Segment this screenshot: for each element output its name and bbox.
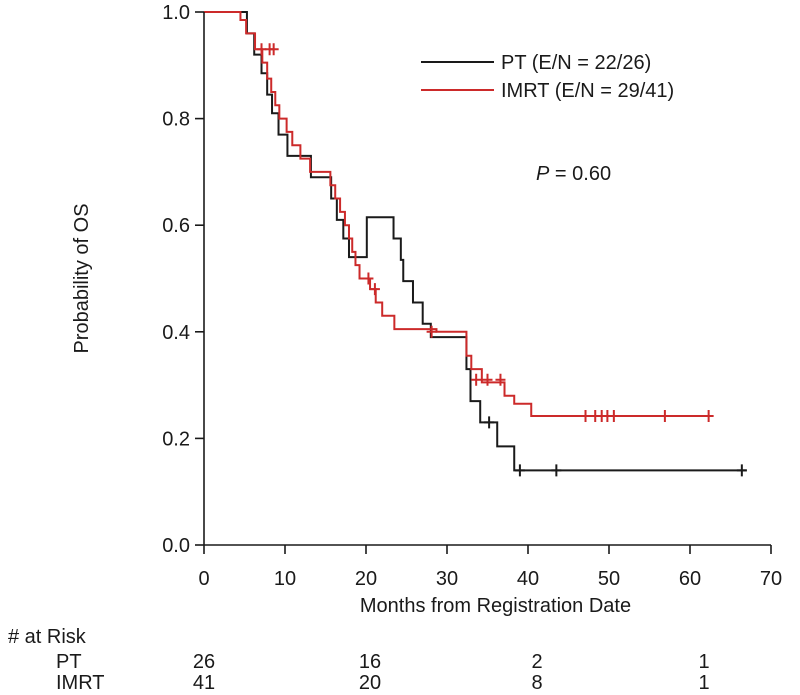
survival-curve-pt bbox=[204, 11, 747, 472]
censor-mark-imrt bbox=[495, 373, 506, 386]
legend-label-imrt: IMRT (E/N = 29/41) bbox=[501, 80, 674, 102]
y-tick-label: 0.0 bbox=[162, 535, 190, 557]
risk-value: 1 bbox=[698, 672, 710, 694]
legend-label-pt: PT (E/N = 22/26) bbox=[501, 52, 651, 74]
censor-mark-imrt bbox=[268, 43, 279, 56]
censor-mark-imrt bbox=[426, 325, 437, 338]
x-tick-label: 60 bbox=[679, 568, 701, 590]
risk-value: 20 bbox=[358, 672, 382, 694]
risk-row-label-imrt: IMRT bbox=[56, 672, 105, 694]
y-axis-title: Probability of OS bbox=[71, 203, 93, 353]
p-value-text: = 0.60 bbox=[549, 163, 611, 185]
risk-table-title: # at Risk bbox=[8, 626, 86, 648]
p-value-annotation: P = 0.60 bbox=[536, 163, 611, 185]
legend: PT (E/N = 22/26) IMRT (E/N = 29/41) bbox=[421, 52, 674, 102]
censor-mark-pt bbox=[484, 416, 495, 429]
y-tick-label: 0.4 bbox=[162, 322, 190, 344]
risk-value: 41 bbox=[192, 672, 216, 694]
censor-mark-imrt bbox=[369, 283, 380, 296]
censor-mark-imrt bbox=[608, 410, 619, 423]
x-tick-label: 40 bbox=[517, 568, 539, 590]
y-tick-label: 0.8 bbox=[162, 109, 190, 131]
x-tick-label: 10 bbox=[274, 568, 296, 590]
risk-value: 2 bbox=[531, 651, 543, 673]
censor-mark-imrt bbox=[659, 410, 670, 423]
x-tick-label: 50 bbox=[598, 568, 620, 590]
censor-mark-imrt bbox=[482, 373, 493, 386]
risk-row-label-pt: PT bbox=[56, 651, 82, 673]
x-tick-label: 30 bbox=[436, 568, 458, 590]
y-tick-label: 1.0 bbox=[162, 2, 190, 24]
y-tick-label: 0.2 bbox=[162, 428, 190, 450]
x-axis-title: Months from Registration Date bbox=[360, 595, 631, 617]
risk-value: 1 bbox=[698, 651, 710, 673]
x-tick-label: 20 bbox=[355, 568, 377, 590]
x-tick-label: 0 bbox=[198, 568, 209, 590]
x-tick-label: 70 bbox=[760, 568, 782, 590]
censor-mark-imrt bbox=[363, 272, 374, 285]
risk-value: 8 bbox=[531, 672, 543, 694]
y-tick-label: 0.6 bbox=[162, 215, 190, 237]
censor-mark-imrt bbox=[471, 373, 482, 386]
censor-mark-pt bbox=[551, 464, 562, 477]
p-value-symbol: P bbox=[536, 163, 550, 185]
censor-mark-pt bbox=[736, 464, 747, 477]
survival-curve-imrt bbox=[204, 11, 711, 418]
censor-mark-pt bbox=[514, 464, 525, 477]
risk-value: 26 bbox=[192, 651, 216, 673]
risk-value: 16 bbox=[358, 651, 382, 673]
censor-mark-imrt bbox=[703, 410, 714, 423]
censor-mark-imrt bbox=[580, 410, 591, 423]
